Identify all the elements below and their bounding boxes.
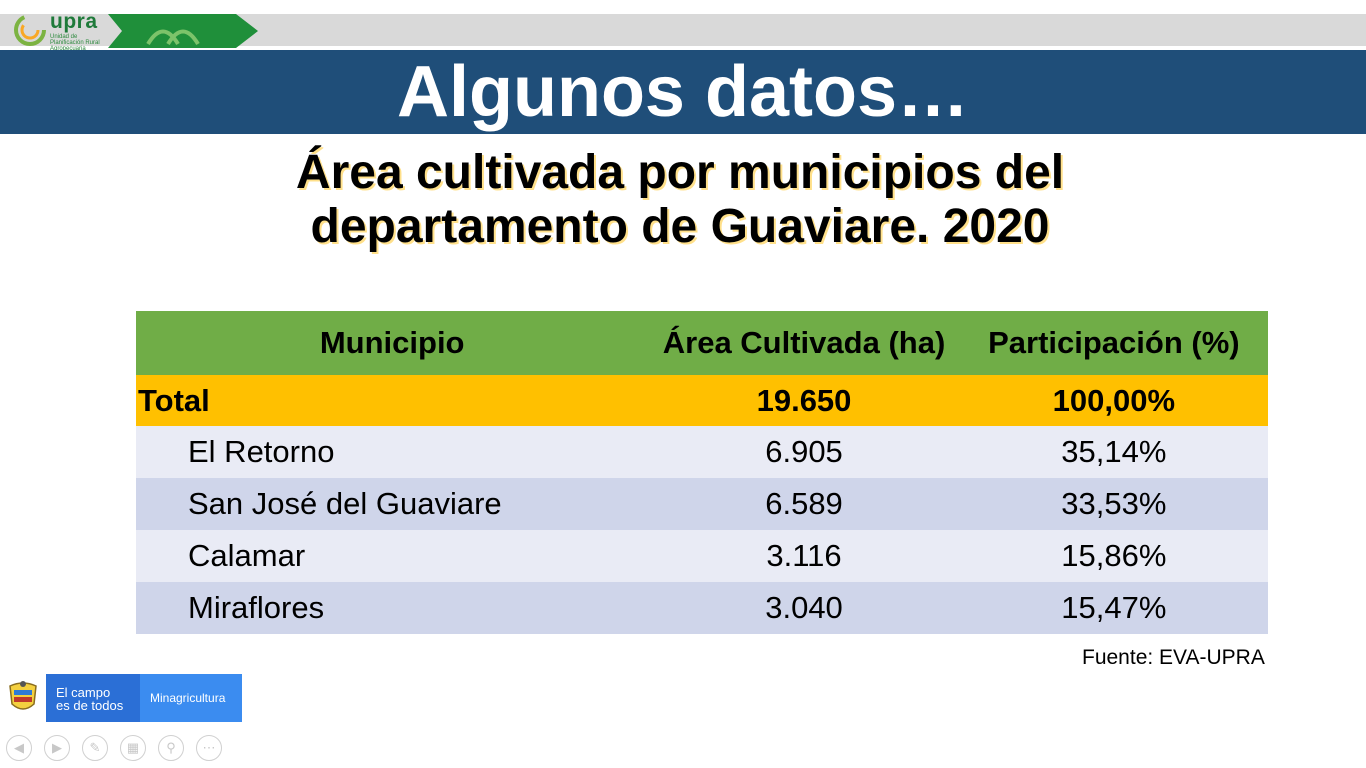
colombia-coat-of-arms-icon [9,681,37,710]
table-row: El Retorno 6.905 35,14% [136,426,1268,478]
more-options-icon[interactable]: ⋯ [196,735,222,761]
campo-es-de-todos-badge: El campo es de todos [46,674,140,722]
previous-slide-icon[interactable]: ◀ [6,735,32,761]
municipio-cell: Miraflores [188,590,325,625]
minagricultura-badge: Minagricultura [140,674,242,722]
table-header-row: Municipio Área Cultivada (ha) Participac… [136,311,1268,375]
area-cell: 6.905 [765,434,843,469]
total-area: 19.650 [756,382,852,418]
area-cell: 6.589 [765,486,843,521]
header-municipio: Municipio [319,325,465,360]
upra-swirl-icon [14,14,46,46]
share-cell: 15,47% [1061,590,1167,625]
header-participacion: Participación (%) [988,325,1240,360]
campo-line-2: es de todos [56,698,124,713]
area-cell: 3.116 [766,538,842,573]
table-row: San José del Guaviare 6.589 33,53% [136,478,1268,530]
slide-subtitle: Área cultivada por municipios del depart… [130,146,1230,254]
title-band [0,50,1366,134]
share-cell: 15,86% [1061,538,1167,573]
total-row: Total 19.650 100,00% [136,375,1268,426]
upra-logo-subtext: Unidad de Planificación Rural Agropecuar… [50,34,100,52]
header-area: Área Cultivada (ha) [662,325,946,360]
subtitle-line-1: Área cultivada por municipios del [295,146,1065,199]
table-row: Calamar 3.116 15,86% [136,530,1268,582]
share-cell: 33,53% [1061,486,1167,521]
municipio-cell: San José del Guaviare [188,486,502,521]
area-cell: 3.040 [765,590,843,625]
subtitle-line-2: departamento de Guaviare. 2020 [310,200,1050,253]
upra-logo: upra Unidad de Planificación Rural Agrop… [0,8,260,52]
zoom-icon[interactable]: ⚲ [158,735,184,761]
upra-logo-text: upra [50,10,98,33]
total-label: Total [138,382,210,418]
share-cell: 35,14% [1061,434,1167,469]
table-row: Miraflores 3.040 15,47% [136,582,1268,634]
municipio-cell: El Retorno [188,434,335,469]
area-table: Municipio Área Cultivada (ha) Participac… [136,311,1268,634]
slides-grid-icon[interactable]: ▦ [120,735,146,761]
next-slide-icon[interactable]: ▶ [44,735,70,761]
ministry-label: Minagricultura [150,691,226,705]
source-note: Fuente: EVA-UPRA [1082,646,1265,669]
total-share: 100,00% [1052,382,1176,418]
campo-line-1: El campo [56,685,111,700]
municipio-cell: Calamar [188,538,306,573]
slide-title: Algunos datos… [397,52,969,132]
government-footer-logo: El campo es de todos Minagricultura [0,674,242,722]
green-arrow-banner [108,14,258,48]
campo-text: El campo es de todos [56,686,123,712]
pen-icon[interactable]: ✎ [82,735,108,761]
